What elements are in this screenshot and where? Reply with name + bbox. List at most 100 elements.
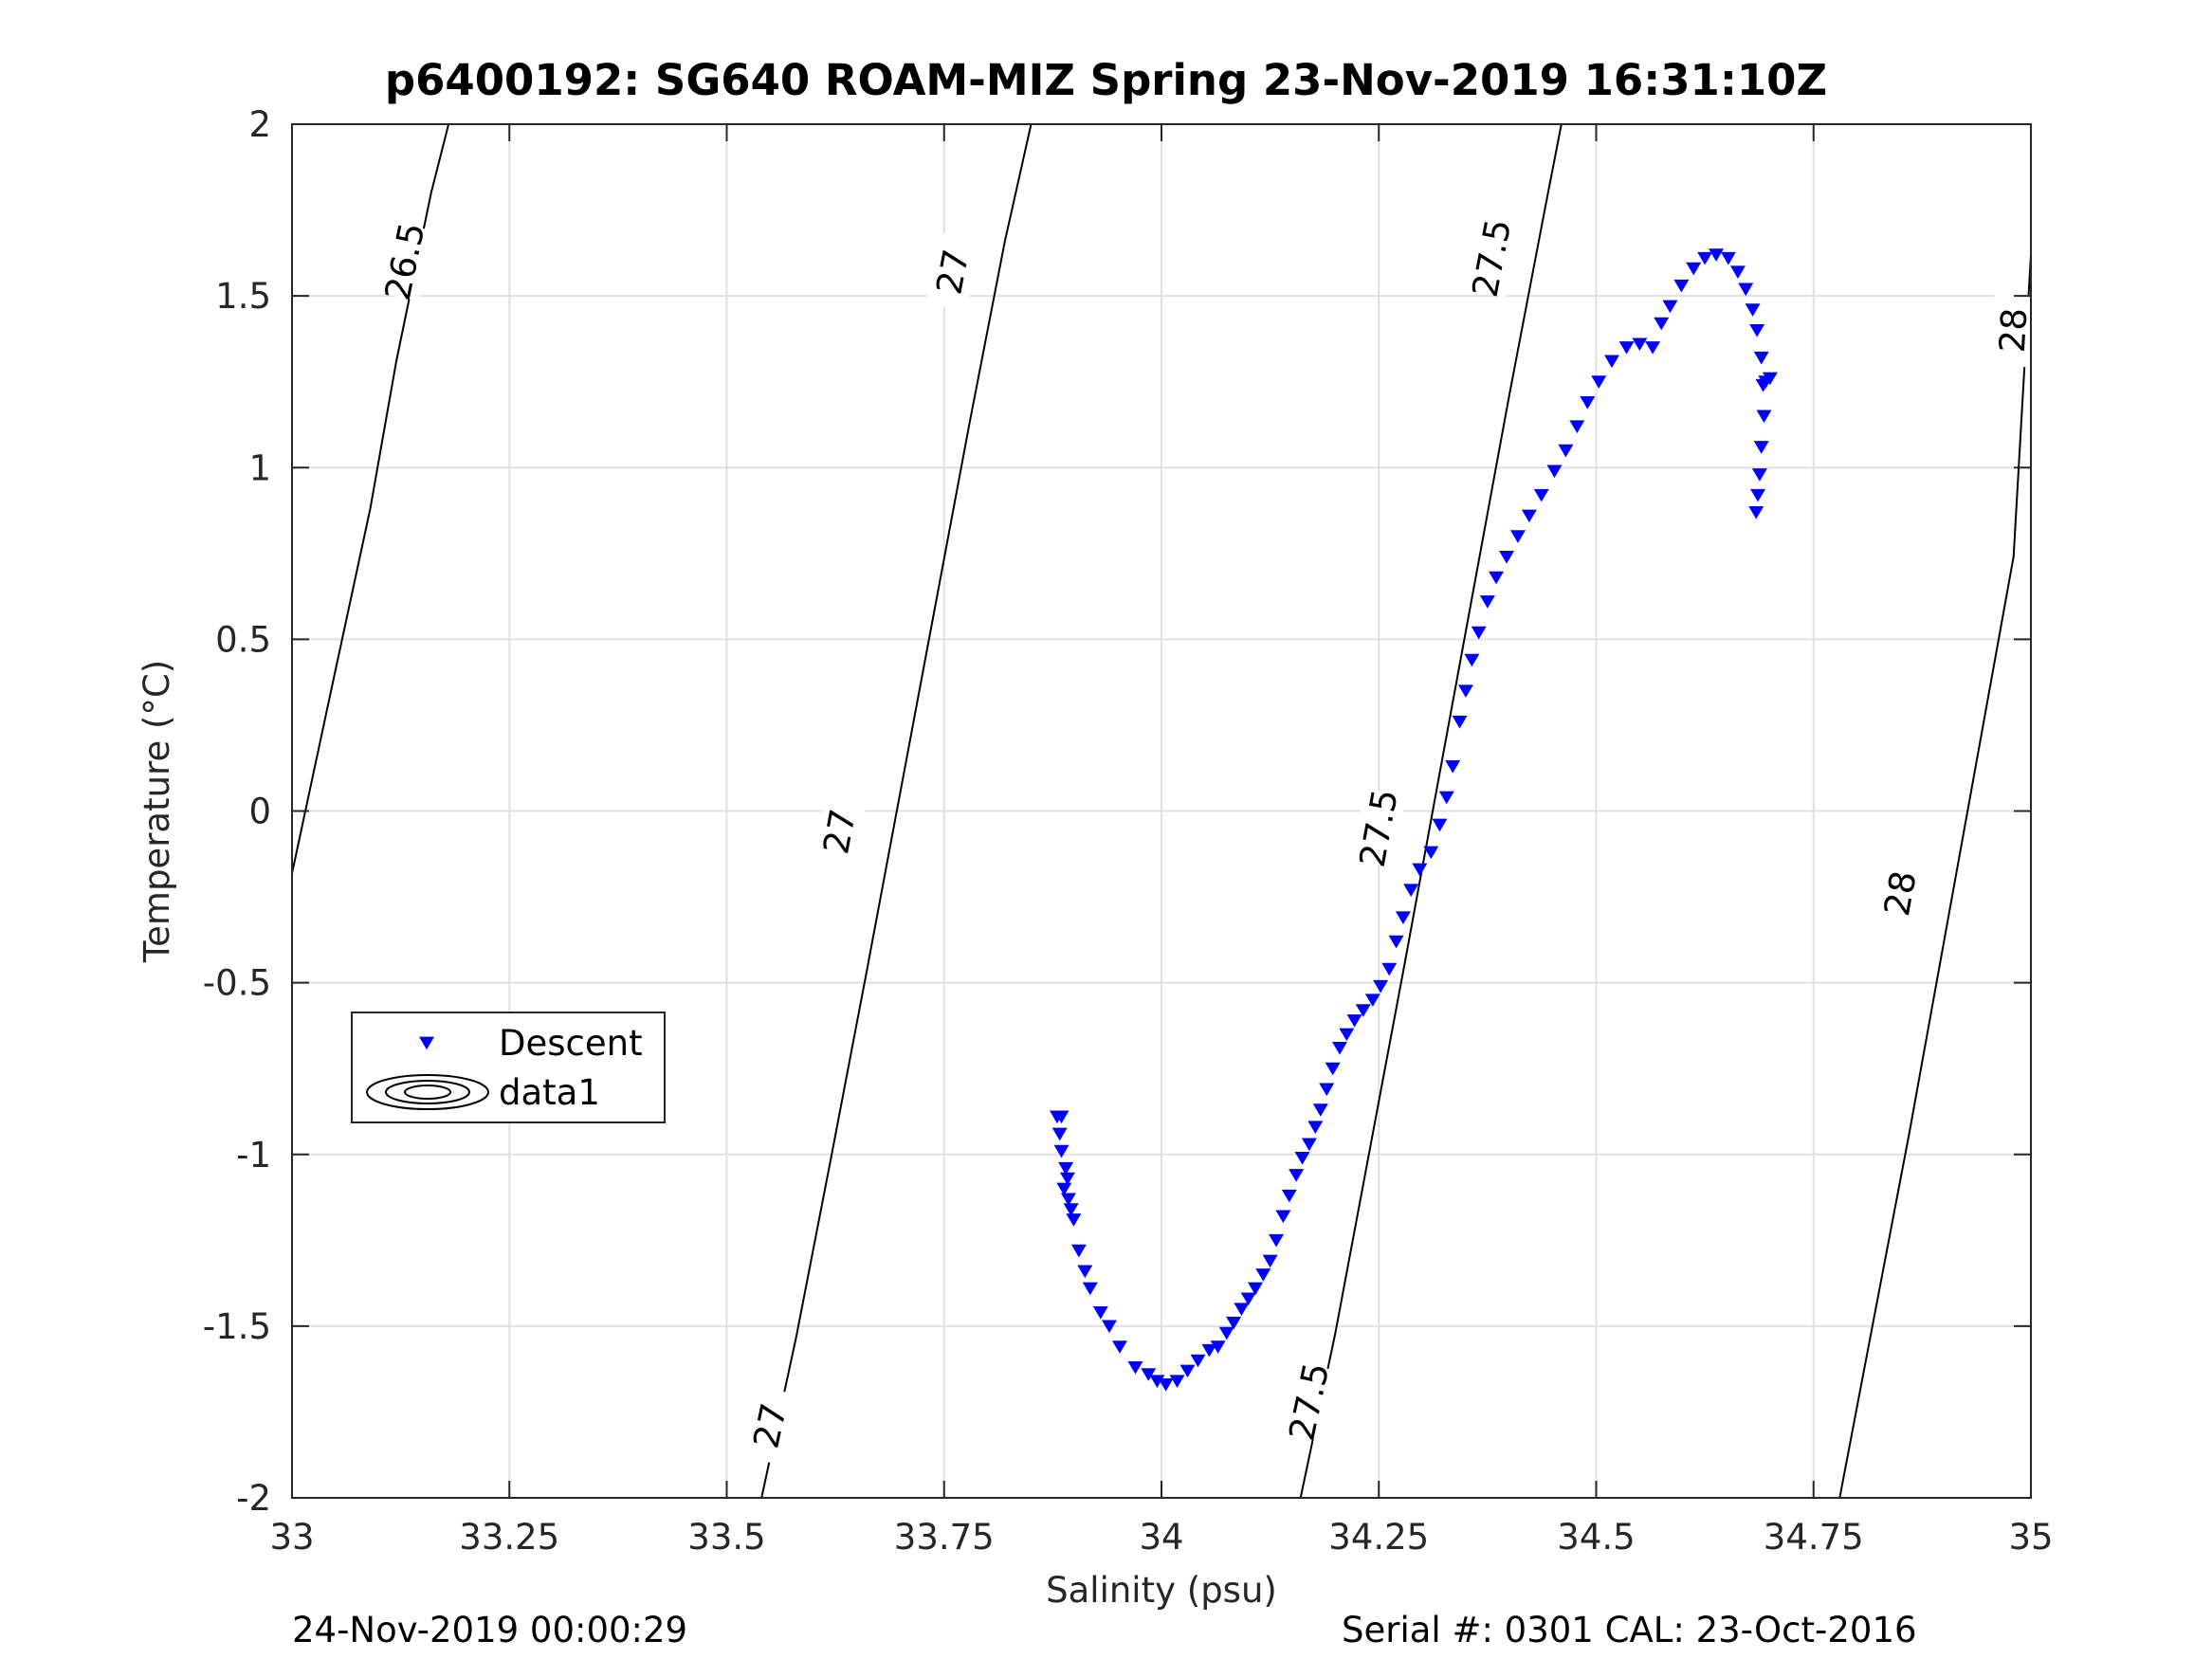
descent-point bbox=[1396, 911, 1411, 924]
descent-point bbox=[1534, 489, 1549, 502]
descent-point bbox=[1645, 341, 1660, 355]
descent-point bbox=[1093, 1306, 1108, 1320]
descent-point bbox=[1569, 420, 1584, 433]
descent-point bbox=[1403, 884, 1418, 897]
descent-point bbox=[1282, 1190, 1297, 1203]
grid bbox=[292, 124, 2031, 1498]
descent-point bbox=[1738, 283, 1753, 296]
contour-label-27.5: 27.5 bbox=[1352, 786, 1406, 870]
x-tick-label: 34.5 bbox=[1557, 1517, 1635, 1558]
descent-point bbox=[1754, 352, 1769, 365]
descent-point bbox=[1489, 572, 1504, 585]
ts-diagram: 26.527272727.527.527.52828 33 33.25 33.5 33… bbox=[0, 0, 2212, 1659]
descent-point bbox=[1619, 341, 1635, 355]
descent-point bbox=[1269, 1234, 1284, 1248]
legend-data1-label: data1 bbox=[499, 1072, 600, 1113]
descent-point bbox=[1662, 301, 1677, 314]
y-tick-label: -2 bbox=[236, 1478, 271, 1519]
axis-ticks: 33 33.25 33.5 33.75 34 34.25 34.5 34.75 35 -2 -1.5… bbox=[203, 104, 2054, 1558]
descent-point bbox=[1066, 1213, 1081, 1227]
descent-point bbox=[1558, 445, 1573, 458]
descent-point bbox=[1510, 530, 1526, 543]
descent-point bbox=[1432, 819, 1447, 832]
descent-point bbox=[1083, 1283, 1098, 1296]
contour-label-27: 27 bbox=[928, 246, 977, 298]
y-tick-label: -0.5 bbox=[203, 963, 271, 1004]
x-tick-label: 33.75 bbox=[894, 1517, 995, 1558]
descent-point bbox=[1054, 1145, 1069, 1158]
footer-serial-cal: Serial #: 0301 CAL: 23-Oct-2016 bbox=[1342, 1610, 1917, 1650]
descent-point bbox=[1730, 265, 1746, 279]
descent-point bbox=[1480, 595, 1495, 609]
descent-point bbox=[1077, 1266, 1092, 1279]
descent-point bbox=[1673, 280, 1689, 293]
descent-point bbox=[1591, 375, 1606, 389]
descent-point bbox=[1472, 627, 1487, 640]
contour-label-27.5: 27.5 bbox=[1465, 216, 1520, 301]
x-tick-label: 33 bbox=[269, 1517, 314, 1558]
contour-label-28: 28 bbox=[1992, 307, 2036, 354]
descent-point bbox=[1381, 963, 1397, 976]
x-tick-label: 35 bbox=[2008, 1517, 2053, 1558]
descent-point bbox=[1580, 396, 1595, 410]
descent-point bbox=[1325, 1063, 1341, 1076]
x-tick-label: 34.25 bbox=[1328, 1517, 1429, 1558]
x-tick-label: 34 bbox=[1139, 1517, 1183, 1558]
descent-point bbox=[1339, 1029, 1354, 1042]
contour-line-28 bbox=[1839, 255, 2031, 1498]
descent-point bbox=[1313, 1103, 1328, 1117]
descent-point bbox=[1756, 410, 1771, 424]
y-tick-label: 0.5 bbox=[215, 619, 271, 660]
descent-point bbox=[1373, 980, 1388, 994]
y-tick-label: -1.5 bbox=[203, 1306, 271, 1347]
descent-point bbox=[1750, 489, 1765, 502]
descent-point bbox=[1319, 1084, 1334, 1097]
contour-label-27.5: 27.5 bbox=[1281, 1359, 1337, 1444]
descent-point bbox=[1295, 1152, 1310, 1165]
legend: Descent data1 bbox=[352, 1012, 665, 1122]
descent-point bbox=[1289, 1169, 1304, 1182]
contour-label-27: 27 bbox=[815, 806, 864, 857]
descent-point bbox=[1263, 1255, 1278, 1268]
contour-label-26.5: 26.5 bbox=[377, 219, 433, 303]
descent-point bbox=[1458, 684, 1473, 698]
descent-point bbox=[1052, 1128, 1068, 1141]
y-tick-label: 1.5 bbox=[215, 276, 271, 317]
descent-point bbox=[1632, 337, 1647, 351]
descent-point bbox=[1499, 551, 1514, 564]
descent-point bbox=[1255, 1268, 1271, 1282]
y-axis-label: Temperature (°C) bbox=[137, 660, 177, 963]
x-tick-label: 34.75 bbox=[1764, 1517, 1864, 1558]
y-tick-label: 2 bbox=[248, 104, 271, 145]
legend-descent-label: Descent bbox=[499, 1023, 643, 1064]
descent-point bbox=[1332, 1042, 1347, 1055]
x-tick-label: 33.25 bbox=[459, 1517, 559, 1558]
descent-point bbox=[1752, 468, 1767, 482]
descent-point bbox=[1127, 1361, 1143, 1375]
descent-point bbox=[1170, 1375, 1185, 1388]
descent-point bbox=[1071, 1245, 1087, 1258]
descent-point bbox=[1159, 1378, 1174, 1392]
descent-point bbox=[1522, 510, 1537, 523]
descent-point bbox=[1546, 465, 1562, 478]
descent-point bbox=[1749, 324, 1764, 337]
descent-point bbox=[1464, 654, 1479, 667]
descent-point bbox=[1219, 1327, 1234, 1340]
y-tick-label: -1 bbox=[236, 1135, 271, 1176]
y-tick-label: 1 bbox=[248, 447, 271, 488]
x-axis-label: Salinity (psu) bbox=[1046, 1570, 1277, 1611]
descent-point bbox=[1389, 936, 1404, 949]
descent-point bbox=[1445, 760, 1460, 774]
descent-point bbox=[1721, 252, 1736, 265]
descent-point bbox=[1302, 1138, 1317, 1151]
descent-point bbox=[1604, 356, 1619, 369]
descent-series bbox=[1050, 248, 1778, 1391]
descent-point bbox=[1748, 506, 1764, 520]
descent-point bbox=[1709, 248, 1724, 262]
descent-point bbox=[1347, 1014, 1362, 1028]
descent-point bbox=[1439, 792, 1454, 805]
descent-point bbox=[1754, 441, 1769, 454]
descent-point bbox=[1654, 318, 1669, 331]
descent-point bbox=[1234, 1303, 1249, 1316]
contour-label-28: 28 bbox=[1876, 867, 1925, 919]
